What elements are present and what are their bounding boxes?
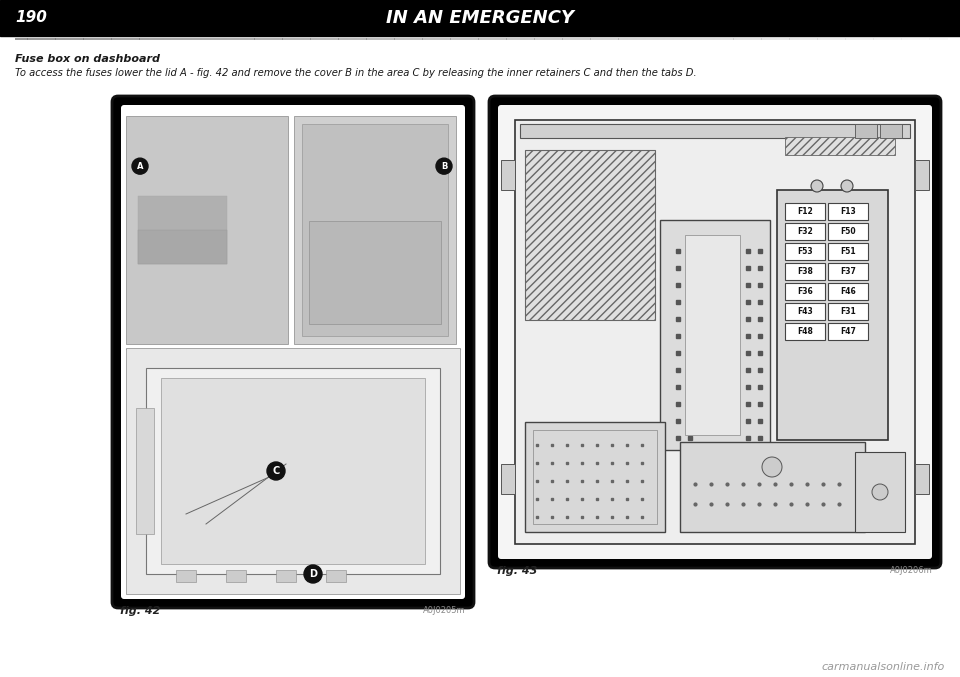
- Text: F37: F37: [840, 267, 856, 276]
- Bar: [785, 137, 895, 155]
- Text: D: D: [309, 569, 317, 579]
- Bar: [126, 116, 288, 344]
- Text: To access the fuses lower the lid A - fig. 42 and remove the cover B in the area: To access the fuses lower the lid A - fi…: [15, 68, 697, 78]
- Text: A: A: [136, 162, 143, 171]
- Bar: [855, 124, 877, 138]
- Text: F50: F50: [840, 227, 855, 236]
- Text: F38: F38: [797, 267, 813, 276]
- Bar: [785, 223, 825, 240]
- Bar: [685, 235, 740, 435]
- Bar: [915, 464, 929, 494]
- Circle shape: [132, 158, 148, 174]
- Bar: [138, 230, 228, 264]
- Bar: [326, 570, 346, 582]
- Circle shape: [267, 462, 285, 480]
- Bar: [828, 303, 868, 320]
- Text: Fuse box on dashboard: Fuse box on dashboard: [15, 54, 160, 64]
- Bar: [785, 203, 825, 220]
- Bar: [146, 368, 440, 574]
- Text: fig. 43: fig. 43: [497, 566, 538, 576]
- Text: C: C: [273, 466, 279, 476]
- Bar: [501, 464, 515, 494]
- Text: F48: F48: [797, 327, 813, 336]
- Bar: [138, 196, 228, 264]
- Text: A0J0206m: A0J0206m: [890, 566, 933, 575]
- Bar: [828, 263, 868, 280]
- Bar: [785, 303, 825, 320]
- Bar: [276, 570, 296, 582]
- Circle shape: [762, 457, 782, 477]
- Bar: [294, 116, 456, 344]
- Bar: [501, 160, 515, 190]
- Bar: [126, 348, 460, 594]
- FancyBboxPatch shape: [498, 105, 932, 559]
- FancyBboxPatch shape: [112, 96, 474, 608]
- Text: F36: F36: [797, 287, 813, 296]
- Bar: [880, 124, 902, 138]
- Bar: [525, 422, 665, 532]
- Bar: [0, 0, 960, 36]
- Text: carmanualsonline.info: carmanualsonline.info: [822, 662, 945, 672]
- Bar: [785, 263, 825, 280]
- Bar: [680, 442, 865, 532]
- Text: A0J0205m: A0J0205m: [423, 606, 466, 615]
- Bar: [785, 283, 825, 300]
- FancyBboxPatch shape: [121, 105, 465, 599]
- Text: F46: F46: [840, 287, 856, 296]
- Bar: [777, 190, 888, 440]
- Text: F12: F12: [797, 207, 813, 216]
- FancyBboxPatch shape: [489, 96, 941, 568]
- Bar: [525, 150, 655, 320]
- Text: 190: 190: [15, 11, 47, 26]
- Bar: [828, 243, 868, 260]
- Bar: [161, 378, 425, 564]
- Circle shape: [811, 180, 823, 192]
- Circle shape: [304, 565, 322, 583]
- Circle shape: [436, 158, 452, 174]
- Bar: [828, 323, 868, 340]
- Bar: [533, 430, 657, 524]
- Bar: [785, 323, 825, 340]
- Bar: [302, 124, 448, 336]
- Bar: [828, 203, 868, 220]
- Bar: [226, 570, 246, 582]
- Bar: [855, 452, 905, 532]
- Bar: [176, 570, 196, 582]
- Bar: [828, 223, 868, 240]
- Text: F31: F31: [840, 307, 856, 316]
- Text: fig. 42: fig. 42: [120, 606, 160, 616]
- Bar: [309, 221, 441, 324]
- Bar: [828, 283, 868, 300]
- Text: F51: F51: [840, 247, 855, 256]
- Text: F53: F53: [797, 247, 813, 256]
- Text: F43: F43: [797, 307, 813, 316]
- Text: F32: F32: [797, 227, 813, 236]
- Circle shape: [841, 180, 853, 192]
- Bar: [520, 124, 910, 138]
- Bar: [660, 220, 770, 450]
- Circle shape: [872, 484, 888, 500]
- Bar: [136, 408, 154, 534]
- Bar: [915, 160, 929, 190]
- Bar: [785, 243, 825, 260]
- Text: B: B: [441, 162, 447, 171]
- Text: F47: F47: [840, 327, 856, 336]
- Text: F13: F13: [840, 207, 856, 216]
- Text: IN AN EMERGENCY: IN AN EMERGENCY: [386, 9, 574, 27]
- Bar: [515, 120, 915, 544]
